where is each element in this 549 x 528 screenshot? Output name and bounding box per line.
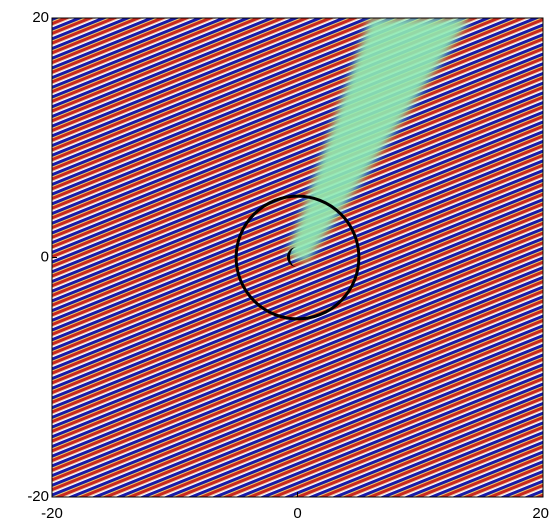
x-tick-label: -20 (41, 505, 63, 522)
y-tick-label: -20 (27, 488, 49, 505)
x-tick-label: 0 (293, 505, 301, 522)
axes: -20 0 20 -20 0 20 (27, 9, 549, 522)
y-tick-label: 0 (41, 248, 49, 265)
x-tick-label: 20 (532, 505, 549, 522)
scatterer-circle (234, 194, 361, 321)
field-image (52, 18, 543, 497)
y-tick-label: 20 (32, 9, 49, 26)
